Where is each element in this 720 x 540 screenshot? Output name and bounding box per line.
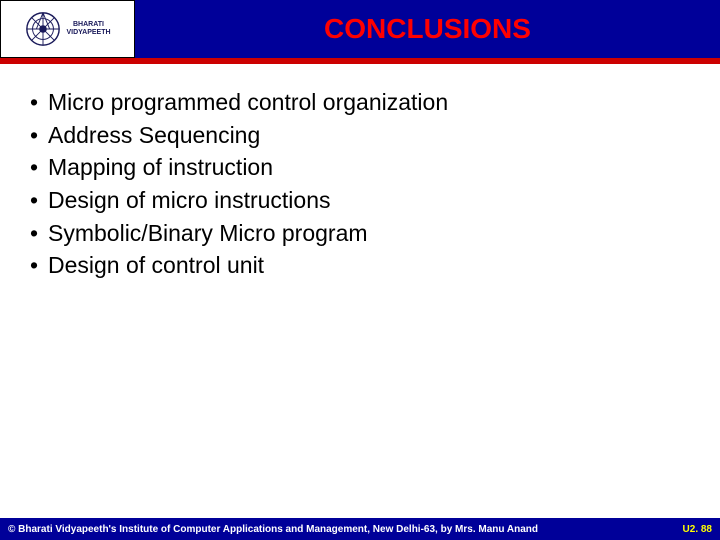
bullet-list: •Micro programmed control organization•A… [20, 86, 700, 282]
logo-line2: VIDYAPEETH [66, 29, 110, 37]
slide: BHARATI VIDYAPEETH CONCLUSIONS •Micro pr… [0, 0, 720, 540]
bullet-mark: • [20, 217, 48, 250]
logo-line1: BHARATI [66, 21, 110, 29]
bullet-item: •Design of micro instructions [20, 184, 700, 217]
title-box: CONCLUSIONS [135, 0, 720, 58]
emblem-icon [24, 10, 62, 48]
bullet-mark: • [20, 119, 48, 152]
bullet-text: Design of control unit [48, 249, 264, 282]
bullet-mark: • [20, 249, 48, 282]
bullet-item: •Mapping of instruction [20, 151, 700, 184]
bullet-item: •Symbolic/Binary Micro program [20, 217, 700, 250]
bullet-mark: • [20, 151, 48, 184]
bullet-item: •Address Sequencing [20, 119, 700, 152]
bullet-text: Symbolic/Binary Micro program [48, 217, 368, 250]
bullet-item: •Design of control unit [20, 249, 700, 282]
bullet-text: Design of micro instructions [48, 184, 331, 217]
bullet-text: Micro programmed control organization [48, 86, 448, 119]
footer: © Bharati Vidyapeeth's Institute of Comp… [0, 518, 720, 540]
logo-text: BHARATI VIDYAPEETH [66, 21, 110, 36]
footer-page-number: U2. 88 [683, 524, 712, 535]
footer-copyright: © Bharati Vidyapeeth's Institute of Comp… [8, 524, 538, 535]
content-area: •Micro programmed control organization•A… [0, 64, 720, 518]
bullet-text: Address Sequencing [48, 119, 260, 152]
bullet-mark: • [20, 86, 48, 119]
logo-box: BHARATI VIDYAPEETH [0, 0, 135, 58]
bullet-item: •Micro programmed control organization [20, 86, 700, 119]
slide-title: CONCLUSIONS [324, 13, 531, 45]
bullet-mark: • [20, 184, 48, 217]
header: BHARATI VIDYAPEETH CONCLUSIONS [0, 0, 720, 58]
bullet-text: Mapping of instruction [48, 151, 273, 184]
